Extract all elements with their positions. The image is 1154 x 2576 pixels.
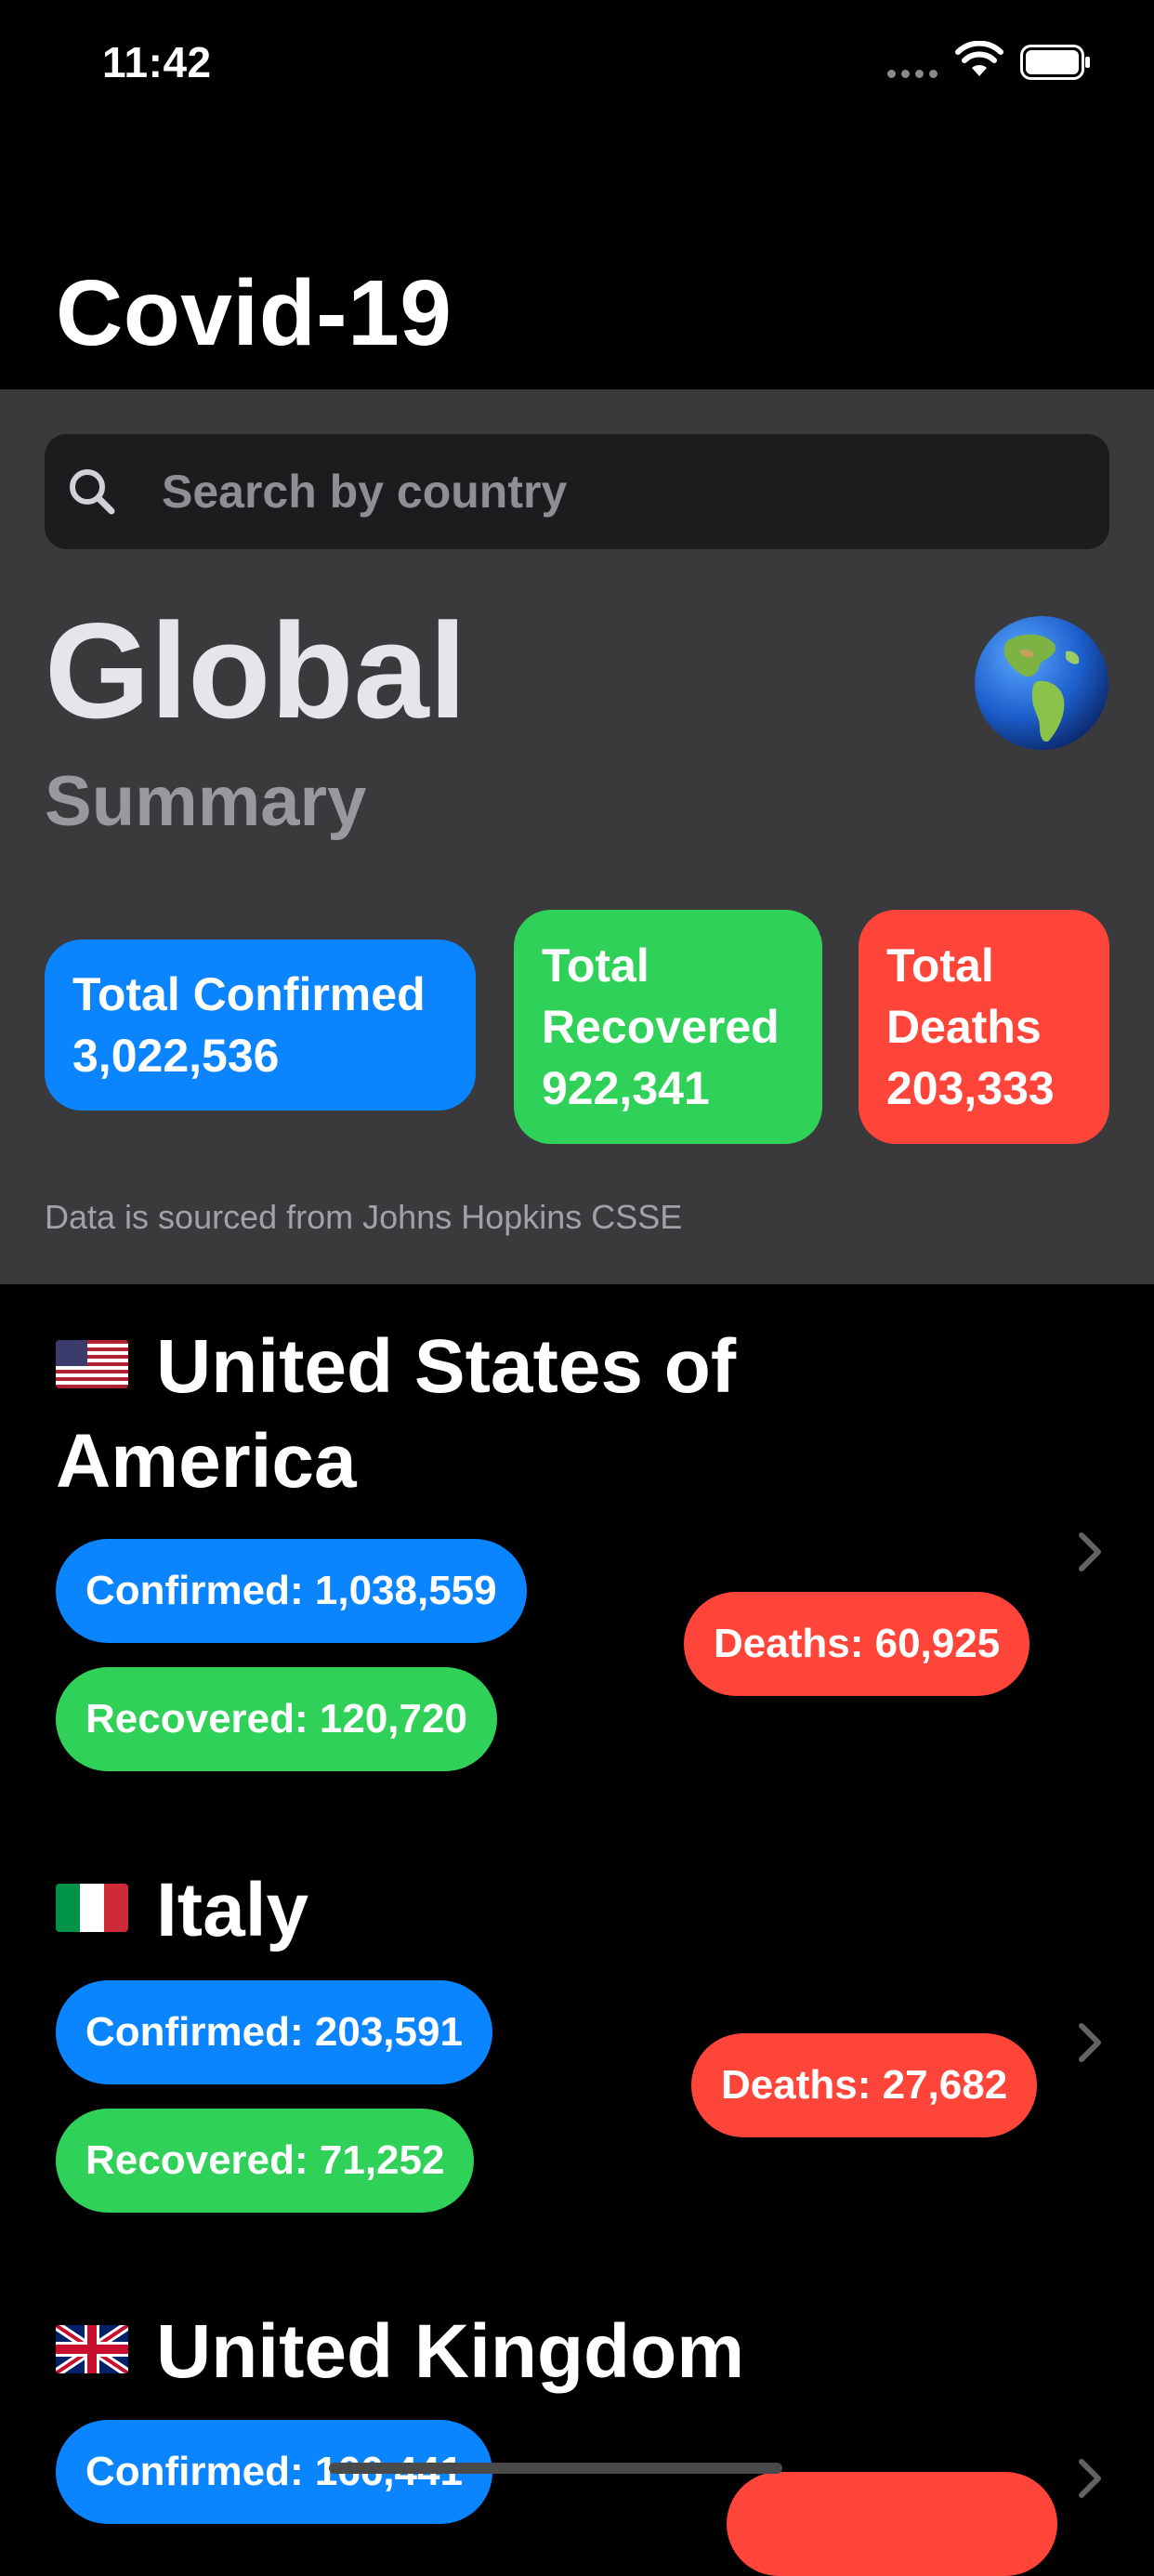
recovered-badge: Recovered: 71,252 [56,2109,475,2213]
country-row-united-states[interactable]: United States of America Confirmed: 1,03… [0,1320,1154,1803]
us-flag-icon [56,1340,128,1389]
total-recovered-card: Total Recovered 922,341 [514,910,822,1144]
data-source-note: Data is sourced from Johns Hopkins CSSE [45,1198,683,1236]
total-confirmed-value: 3,022,536 [72,1030,280,1082]
search-icon [70,469,115,515]
total-deaths-label-line2: Deaths [886,1001,1042,1053]
chevron-right-icon [1079,2023,1101,2062]
chevron-right-icon [1079,2459,1101,2498]
country-name-line1: United States of [156,1324,737,1409]
country-name-line1: Italy [156,1868,309,1952]
recovered-badge: Recovered: 120,720 [56,1667,497,1771]
summary-subheading: Summary [45,762,367,841]
total-deaths-card: Total Deaths 203,333 [859,910,1109,1144]
confirmed-badge: Confirmed: 1,038,559 [56,1539,527,1643]
total-recovered-value: 922,341 [542,1062,710,1114]
total-recovered-label-line2: Recovered [542,1001,780,1053]
cellular-signal-icon [887,65,939,78]
search-bar[interactable] [45,434,1109,549]
global-summary-panel: Global Summary Total Confirmed 3,022,536… [0,389,1154,1284]
italy-flag-icon [56,1884,128,1933]
page-title: Covid-19 [56,261,452,365]
home-indicator[interactable] [329,2463,782,2474]
total-deaths-value: 203,333 [886,1062,1055,1114]
deaths-badge: Deaths: 27,682 [691,2033,1038,2137]
total-recovered-label-line1: Total [542,940,649,992]
total-confirmed-label: Total Confirmed [72,968,426,1020]
total-confirmed-card: Total Confirmed 3,022,536 [45,940,476,1111]
total-deaths-label-line1: Total [886,940,994,992]
country-name: United Kingdom [56,2305,892,2399]
chevron-right-icon [1079,1532,1101,1571]
battery-icon [1020,45,1090,80]
summary-heading: Global [45,595,467,746]
deaths-badge [727,2472,1057,2576]
search-input[interactable] [162,434,1082,549]
status-time: 11:42 [102,38,212,86]
country-name-line2: America [56,1419,357,1504]
country-name: Italy [56,1863,892,1958]
globe-americas-icon [975,616,1108,750]
wifi-icon [955,41,1003,76]
deaths-badge: Deaths: 60,925 [684,1592,1030,1696]
country-row-italy[interactable]: Italy Confirmed: 203,591 Recovered: 71,2… [0,1863,1154,2235]
country-name-line1: United Kingdom [156,2309,745,2394]
uk-flag-icon [56,2325,128,2374]
country-name: United States of America [56,1320,892,1509]
confirmed-badge: Confirmed: 203,591 [56,1980,492,2084]
